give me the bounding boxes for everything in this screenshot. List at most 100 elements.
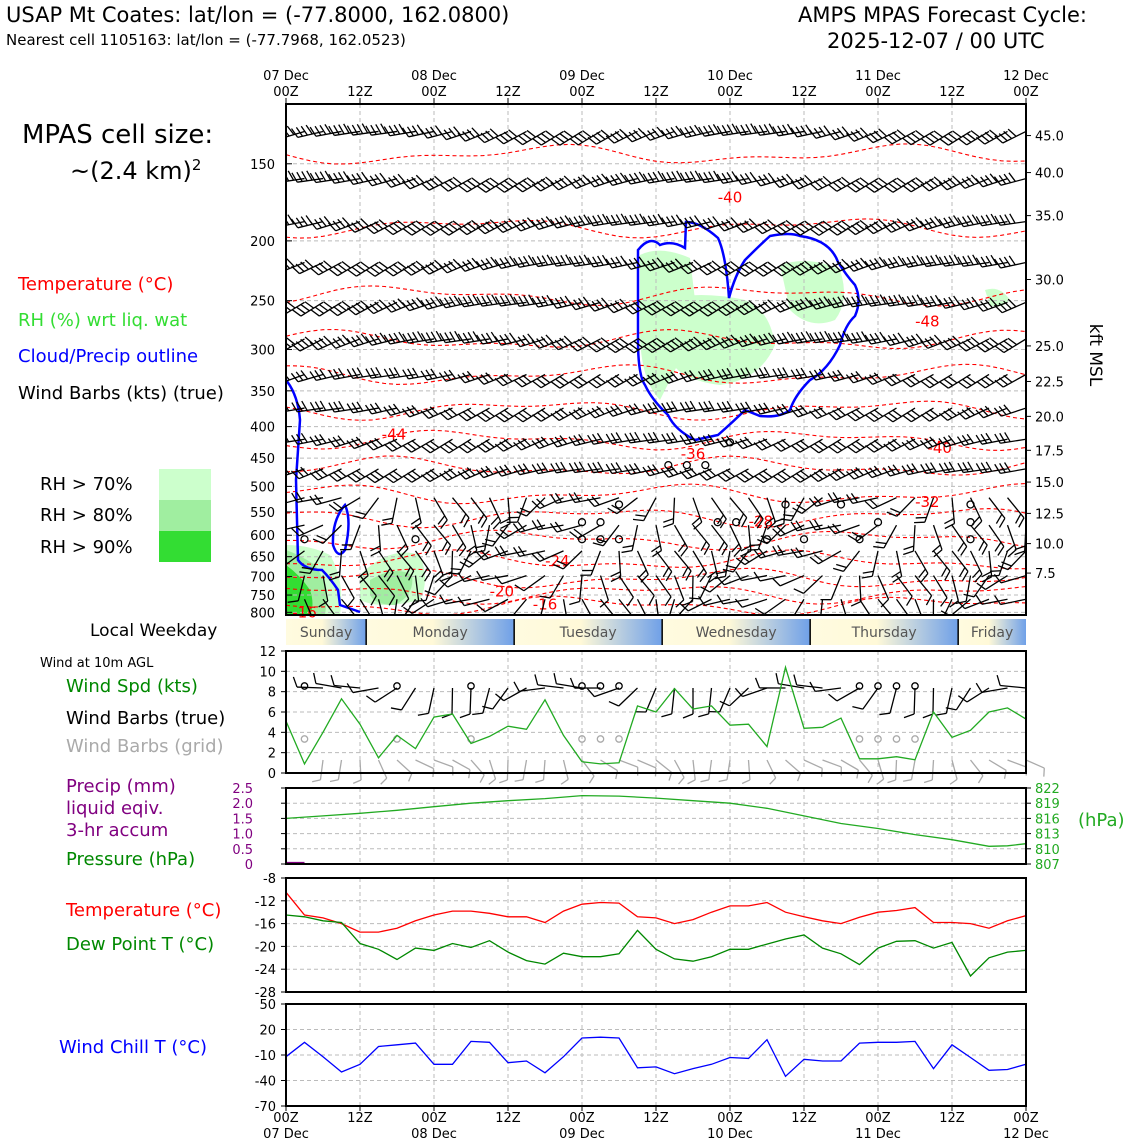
barb-shaft xyxy=(341,598,359,615)
wind-barb xyxy=(809,175,842,191)
barb-feather xyxy=(944,523,955,530)
barb-shaft xyxy=(319,759,324,780)
barb-feather xyxy=(439,332,446,343)
barb-feather xyxy=(776,333,784,344)
barb-feather xyxy=(518,295,525,306)
kft-tick-label: 25.0 xyxy=(1035,340,1064,355)
barb-feather xyxy=(481,182,491,191)
barb-feather xyxy=(573,178,582,187)
barb-feather xyxy=(961,409,971,418)
barb-feather xyxy=(717,308,727,317)
barb-feather xyxy=(955,600,967,605)
pressure-tick-label: 819 xyxy=(1035,797,1060,812)
barb-feather xyxy=(767,261,777,269)
barb-feather xyxy=(689,432,697,443)
barb-feather xyxy=(688,466,698,476)
barb-feather xyxy=(947,337,957,347)
barb-feather xyxy=(462,296,470,307)
barb-shaft xyxy=(796,684,823,689)
barb-feather xyxy=(333,368,340,379)
barb-feather xyxy=(670,303,680,312)
barb-feather xyxy=(749,544,760,546)
barb-feather xyxy=(346,125,354,136)
barb-feather xyxy=(819,331,826,342)
barb-feather xyxy=(828,446,838,454)
wind-barb xyxy=(396,550,415,581)
barb-feather xyxy=(536,378,546,386)
calm-wind-circle xyxy=(966,500,975,509)
barb-feather xyxy=(347,475,357,483)
surface-wind-barb xyxy=(903,687,916,719)
cell-size-label: MPAS cell size: xyxy=(22,120,214,150)
wind-barb xyxy=(651,525,663,558)
barb-feather xyxy=(457,374,466,384)
barb-feather xyxy=(503,180,514,188)
barb-feather xyxy=(504,294,512,305)
barb-feather xyxy=(384,475,394,484)
wind-barb xyxy=(901,217,934,232)
barb-feather xyxy=(689,400,697,411)
barb-feather xyxy=(596,175,605,185)
barb-shaft xyxy=(469,687,472,715)
barb-feather xyxy=(735,125,742,136)
panel-tick-label: -20 xyxy=(255,940,276,955)
barb-feather xyxy=(278,466,285,477)
wind-barb xyxy=(587,254,620,268)
barb-shaft xyxy=(687,598,712,612)
precip-tick-label: 2.5 xyxy=(232,782,253,797)
barb-feather xyxy=(879,331,887,342)
barb-feather xyxy=(828,693,838,702)
barb-feather xyxy=(304,301,315,309)
barb-feather xyxy=(386,572,394,582)
barb-feather xyxy=(948,216,956,226)
barb-feather xyxy=(382,517,394,521)
barb-feather xyxy=(587,434,595,445)
barb-feather xyxy=(938,218,946,229)
surface-grid-barb xyxy=(949,759,958,785)
wind-barb xyxy=(771,298,805,313)
calm-wind-circle xyxy=(614,500,624,509)
wind-barb xyxy=(621,525,639,554)
barb-feather xyxy=(290,218,299,229)
barb-feather xyxy=(675,214,683,225)
wind-barb xyxy=(655,575,672,607)
barb-feather xyxy=(677,542,686,553)
barb-feather xyxy=(809,410,818,419)
barb-feather xyxy=(731,543,740,553)
date-label: 09 Dec xyxy=(559,1127,605,1140)
barb-feather xyxy=(346,337,355,348)
weekday-name: Wednesday xyxy=(696,625,777,641)
barb-feather xyxy=(554,297,563,308)
upper-air-wind-barbs xyxy=(278,123,1026,615)
wind-barb xyxy=(433,524,452,555)
surface-wind-barb xyxy=(957,687,990,703)
barb-feather xyxy=(920,138,931,146)
barb-feather xyxy=(475,376,485,385)
barb-feather xyxy=(536,135,547,144)
temperature-contour-line xyxy=(286,400,1026,421)
barb-feather xyxy=(702,339,712,349)
barb-shaft xyxy=(645,687,657,713)
kft-tick-label: 22.5 xyxy=(1035,375,1064,390)
barb-feather xyxy=(716,222,725,232)
barb-feather xyxy=(309,402,317,413)
barb-shaft xyxy=(286,373,305,384)
barb-feather xyxy=(591,496,600,506)
barb-feather xyxy=(725,469,735,478)
barb-feather xyxy=(662,523,674,528)
barb-feather xyxy=(680,309,690,317)
barb-feather xyxy=(466,440,477,449)
legend-rh: RH (%) wrt liq. wat xyxy=(18,310,188,331)
barb-feather xyxy=(341,260,351,269)
barb-shaft xyxy=(858,598,875,615)
surface-grid-barb xyxy=(785,759,802,782)
wind-barb xyxy=(457,370,490,384)
barb-feather xyxy=(832,523,841,533)
wind-barb xyxy=(402,367,435,380)
barb-feather xyxy=(332,220,341,230)
barb-shaft xyxy=(286,220,287,227)
barb-shaft xyxy=(655,575,672,598)
barb-feather xyxy=(1008,172,1016,182)
wind-barb xyxy=(914,550,929,583)
barb-shaft xyxy=(965,575,972,602)
